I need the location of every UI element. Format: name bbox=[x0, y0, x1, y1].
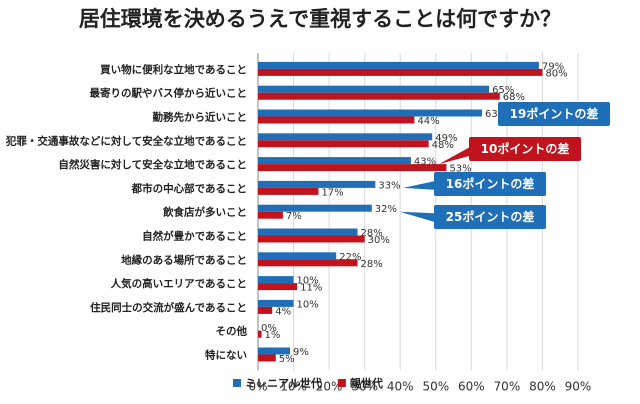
value-label: 11% bbox=[300, 283, 322, 294]
callout-text: 10ポイントの差 bbox=[481, 141, 570, 156]
callout-text: 16ポイントの差 bbox=[446, 176, 535, 191]
value-label: 30% bbox=[368, 235, 390, 246]
callout-pointer bbox=[399, 211, 438, 223]
x-tick-label: 50% bbox=[422, 379, 449, 393]
value-label: 32% bbox=[375, 204, 397, 215]
x-tick-label: 40% bbox=[387, 379, 414, 393]
value-label: 68% bbox=[503, 92, 525, 103]
bar bbox=[258, 180, 376, 188]
bar bbox=[258, 354, 276, 362]
x-tick-label: 90% bbox=[565, 379, 592, 393]
category-label: 都市の中心部であること bbox=[131, 182, 247, 195]
legend: ミレニアル世代 親世代 bbox=[233, 376, 383, 390]
bar bbox=[258, 187, 319, 195]
value-label: 33% bbox=[378, 180, 400, 191]
callout-text: 19ポイントの差 bbox=[510, 106, 599, 121]
category-label: 買い物に便利な立地であること bbox=[100, 63, 247, 76]
bar bbox=[258, 140, 429, 148]
bar bbox=[258, 68, 543, 76]
callout-box bbox=[434, 205, 546, 229]
bar bbox=[258, 235, 365, 243]
x-tick-label: 0% bbox=[248, 379, 267, 393]
category-label: その他 bbox=[216, 325, 248, 338]
value-label: 4% bbox=[275, 306, 291, 317]
value-label: 22% bbox=[339, 252, 361, 263]
bar bbox=[258, 283, 298, 291]
category-labels: 買い物に便利な立地であること最寄りの駅やバス停から近いこと勤務先から近いこと犯罪… bbox=[5, 63, 248, 362]
callout-box bbox=[498, 102, 610, 126]
category-label: 住民同士の交流が盛んであること bbox=[90, 301, 247, 314]
bar bbox=[258, 116, 415, 124]
bar bbox=[258, 211, 283, 219]
value-label: 28% bbox=[361, 259, 383, 270]
value-label: 65% bbox=[492, 85, 514, 96]
value-label: 7% bbox=[286, 211, 302, 222]
bar bbox=[258, 276, 294, 284]
value-label: 44% bbox=[417, 116, 439, 127]
x-tick-label: 30% bbox=[351, 379, 378, 393]
value-label: 5% bbox=[279, 354, 295, 365]
category-label: 飲食店が多いこと bbox=[162, 206, 247, 219]
value-label: 43% bbox=[414, 157, 436, 168]
bar bbox=[258, 85, 490, 93]
value-label: 53% bbox=[449, 164, 471, 175]
bar bbox=[258, 204, 372, 212]
value-label: 79% bbox=[542, 61, 564, 72]
category-label: 地縁のある場所であること bbox=[121, 253, 247, 266]
x-tick-label: 60% bbox=[458, 379, 485, 393]
legend-swatch bbox=[337, 379, 346, 387]
callout-pointer bbox=[403, 180, 438, 190]
bar bbox=[258, 92, 500, 100]
bar bbox=[258, 133, 433, 141]
callout-box bbox=[469, 137, 581, 161]
bar bbox=[258, 157, 411, 165]
callout-text: 25ポイントの差 bbox=[446, 209, 535, 224]
bar bbox=[258, 228, 358, 236]
category-label: 犯罪・交通事故などに対して安全な立地であること bbox=[5, 134, 247, 147]
bar bbox=[258, 299, 294, 307]
bar bbox=[258, 330, 262, 338]
x-axis-ticks: 0% 10% 20% 30% 40% 50% 60% 70% 80% 90% bbox=[248, 379, 591, 393]
value-label: 49% bbox=[435, 133, 457, 144]
value-label: 10% bbox=[297, 299, 319, 310]
legend-label: ミレニアル世代 bbox=[245, 376, 322, 390]
bar bbox=[258, 347, 290, 355]
bar bbox=[258, 252, 337, 260]
chart-title: 居住環境を決めるうえで重視することは何ですか？ bbox=[79, 7, 561, 31]
value-label: 17% bbox=[321, 187, 343, 198]
category-label: 特にない bbox=[205, 349, 247, 362]
category-label: 勤務先から近いこと bbox=[153, 111, 248, 124]
x-tick-label: 20% bbox=[316, 379, 343, 393]
value-label: 0% bbox=[261, 323, 277, 334]
value-labels: 79%80% 65%68% 63% 44% 49%48% 43% 53% 33% 17% 32% 7… bbox=[261, 61, 568, 365]
legend-swatch bbox=[233, 379, 241, 387]
category-label: 自然が豊かであること bbox=[142, 230, 247, 243]
callout-box bbox=[434, 172, 546, 196]
value-label: 1% bbox=[265, 330, 281, 341]
value-label: 10% bbox=[297, 276, 319, 287]
bars bbox=[258, 61, 543, 362]
bar bbox=[258, 61, 539, 69]
value-label: 48% bbox=[432, 140, 454, 151]
bar bbox=[258, 109, 482, 117]
bar bbox=[258, 164, 447, 172]
callout-pointer bbox=[438, 145, 473, 165]
category-label: 人気の高いエリアであること bbox=[111, 277, 247, 290]
x-tick-label: 80% bbox=[529, 379, 556, 393]
value-label: 80% bbox=[545, 68, 567, 79]
legend-label: 親世代 bbox=[350, 376, 383, 390]
value-label: 63% bbox=[485, 109, 507, 120]
bar bbox=[258, 306, 273, 314]
x-tick-label: 70% bbox=[494, 379, 521, 393]
category-label: 最寄りの駅やバス停から近いこと bbox=[90, 87, 248, 100]
x-tick-label: 10% bbox=[280, 379, 307, 393]
bar bbox=[258, 259, 358, 267]
category-label: 自然災害に対して安全な立地であること bbox=[58, 158, 247, 171]
value-label: 28% bbox=[361, 228, 383, 239]
callouts: 19ポイントの差 10ポイントの差 16ポイントの差 25ポイントの差 bbox=[399, 102, 610, 229]
value-label: 9% bbox=[293, 347, 309, 358]
